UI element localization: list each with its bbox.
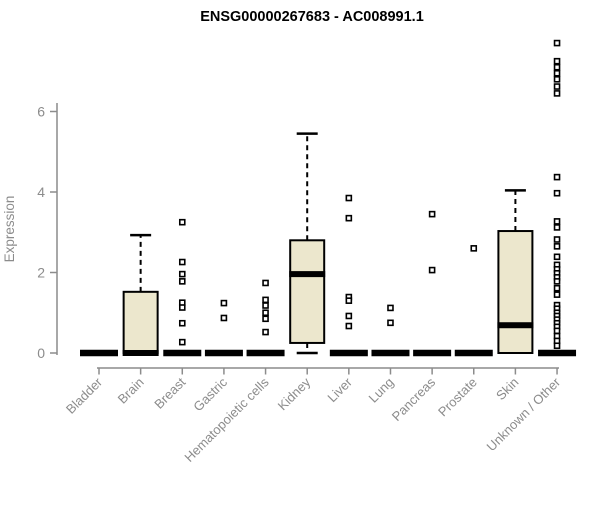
box-gastric [204,299,243,357]
outlier-point [345,214,353,222]
outlier-point [345,312,353,320]
y-tick-label-4: 4 [37,184,45,200]
collapsed-box-unknown-other [538,349,577,357]
box-unknown-other [538,39,577,357]
outlier-point [428,266,436,274]
box-liver [329,194,368,357]
x-label-liver: Liver [324,374,355,405]
outlier-point [553,189,561,197]
outlier-point [553,39,561,47]
chart-title: ENSG00000267683 - AC008991.1 [200,9,424,25]
outlier-point [387,304,394,312]
outlier-point [345,194,353,202]
outlier-point [262,315,269,323]
median-line [122,350,159,356]
outlier-point [553,90,561,97]
y-axis: 0 2 4 6 [37,103,58,361]
outlier-point [262,279,269,287]
box-kidney [289,132,326,355]
collapsed-box-lung [371,349,410,357]
box-lung [371,304,410,357]
outlier-point [553,83,561,90]
outlier-point [428,210,436,218]
median-line [289,271,326,278]
x-label-breast: Breast [151,374,188,411]
outlier-point [553,236,561,243]
outlier-point [553,291,561,298]
x-label-lung: Lung [366,375,397,406]
outlier-point [553,224,561,231]
box-pancreas [413,210,452,357]
collapsed-box-hematopoietic-cells [246,349,285,357]
boxplot-series [80,39,577,357]
outlier-point [178,278,186,285]
collapsed-box-bladder [80,349,118,357]
x-label-unknown-other: Unknown / Other [484,374,564,454]
outlier-point [178,319,186,327]
box-breast [163,218,202,357]
outlier-point [553,284,561,292]
y-axis-label: Expression [2,196,17,263]
outlier-point [470,245,478,252]
outlier-point [345,322,353,330]
box-prostate [454,245,493,357]
collapsed-box-breast [163,349,202,357]
y-tick-label-0: 0 [37,345,45,361]
box-hematopoietic-cells [246,279,285,357]
median-line [497,322,534,329]
outlier-point [178,304,186,311]
outlier-point [553,342,561,350]
outlier-point [553,76,561,83]
outlier-point [262,302,269,309]
outlier-point [553,57,561,65]
outlier-point [178,258,186,266]
iqr-box [122,290,159,355]
x-label-gastric: Gastric [190,374,230,414]
x-label-skin: Skin [493,375,521,403]
outlier-point [178,338,186,346]
outlier-point [262,328,269,336]
outlier-point [262,309,269,317]
collapsed-box-liver [329,349,368,357]
outlier-point [553,218,561,225]
box-skin [497,189,534,354]
outlier-point [553,173,561,181]
outlier-point [553,278,561,285]
x-label-kidney: Kidney [275,374,314,413]
outlier-point [178,270,186,278]
outlier-point [553,63,561,71]
outlier-point [387,319,394,327]
x-label-prostate: Prostate [435,375,480,420]
x-label-bladder: Bladder [63,374,106,417]
collapsed-box-pancreas [413,349,452,357]
y-tick-label-2: 2 [37,265,45,281]
outlier-point [178,218,186,226]
x-label-brain: Brain [115,375,147,407]
outlier-point [553,243,561,250]
box-brain [122,233,159,356]
outlier-point [220,314,228,322]
outlier-point [553,69,561,77]
x-label-pancreas: Pancreas [389,374,439,424]
collapsed-box-prostate [454,349,493,357]
outlier-point [553,253,561,261]
iqr-box [289,239,326,344]
iqr-box [497,230,534,354]
box-bladder [80,349,118,357]
outlier-point [345,297,353,304]
outlier-point [220,299,228,307]
outlier-point [553,327,561,335]
outlier-point [262,296,269,304]
y-tick-label-6: 6 [37,104,45,120]
collapsed-box-gastric [204,349,243,357]
